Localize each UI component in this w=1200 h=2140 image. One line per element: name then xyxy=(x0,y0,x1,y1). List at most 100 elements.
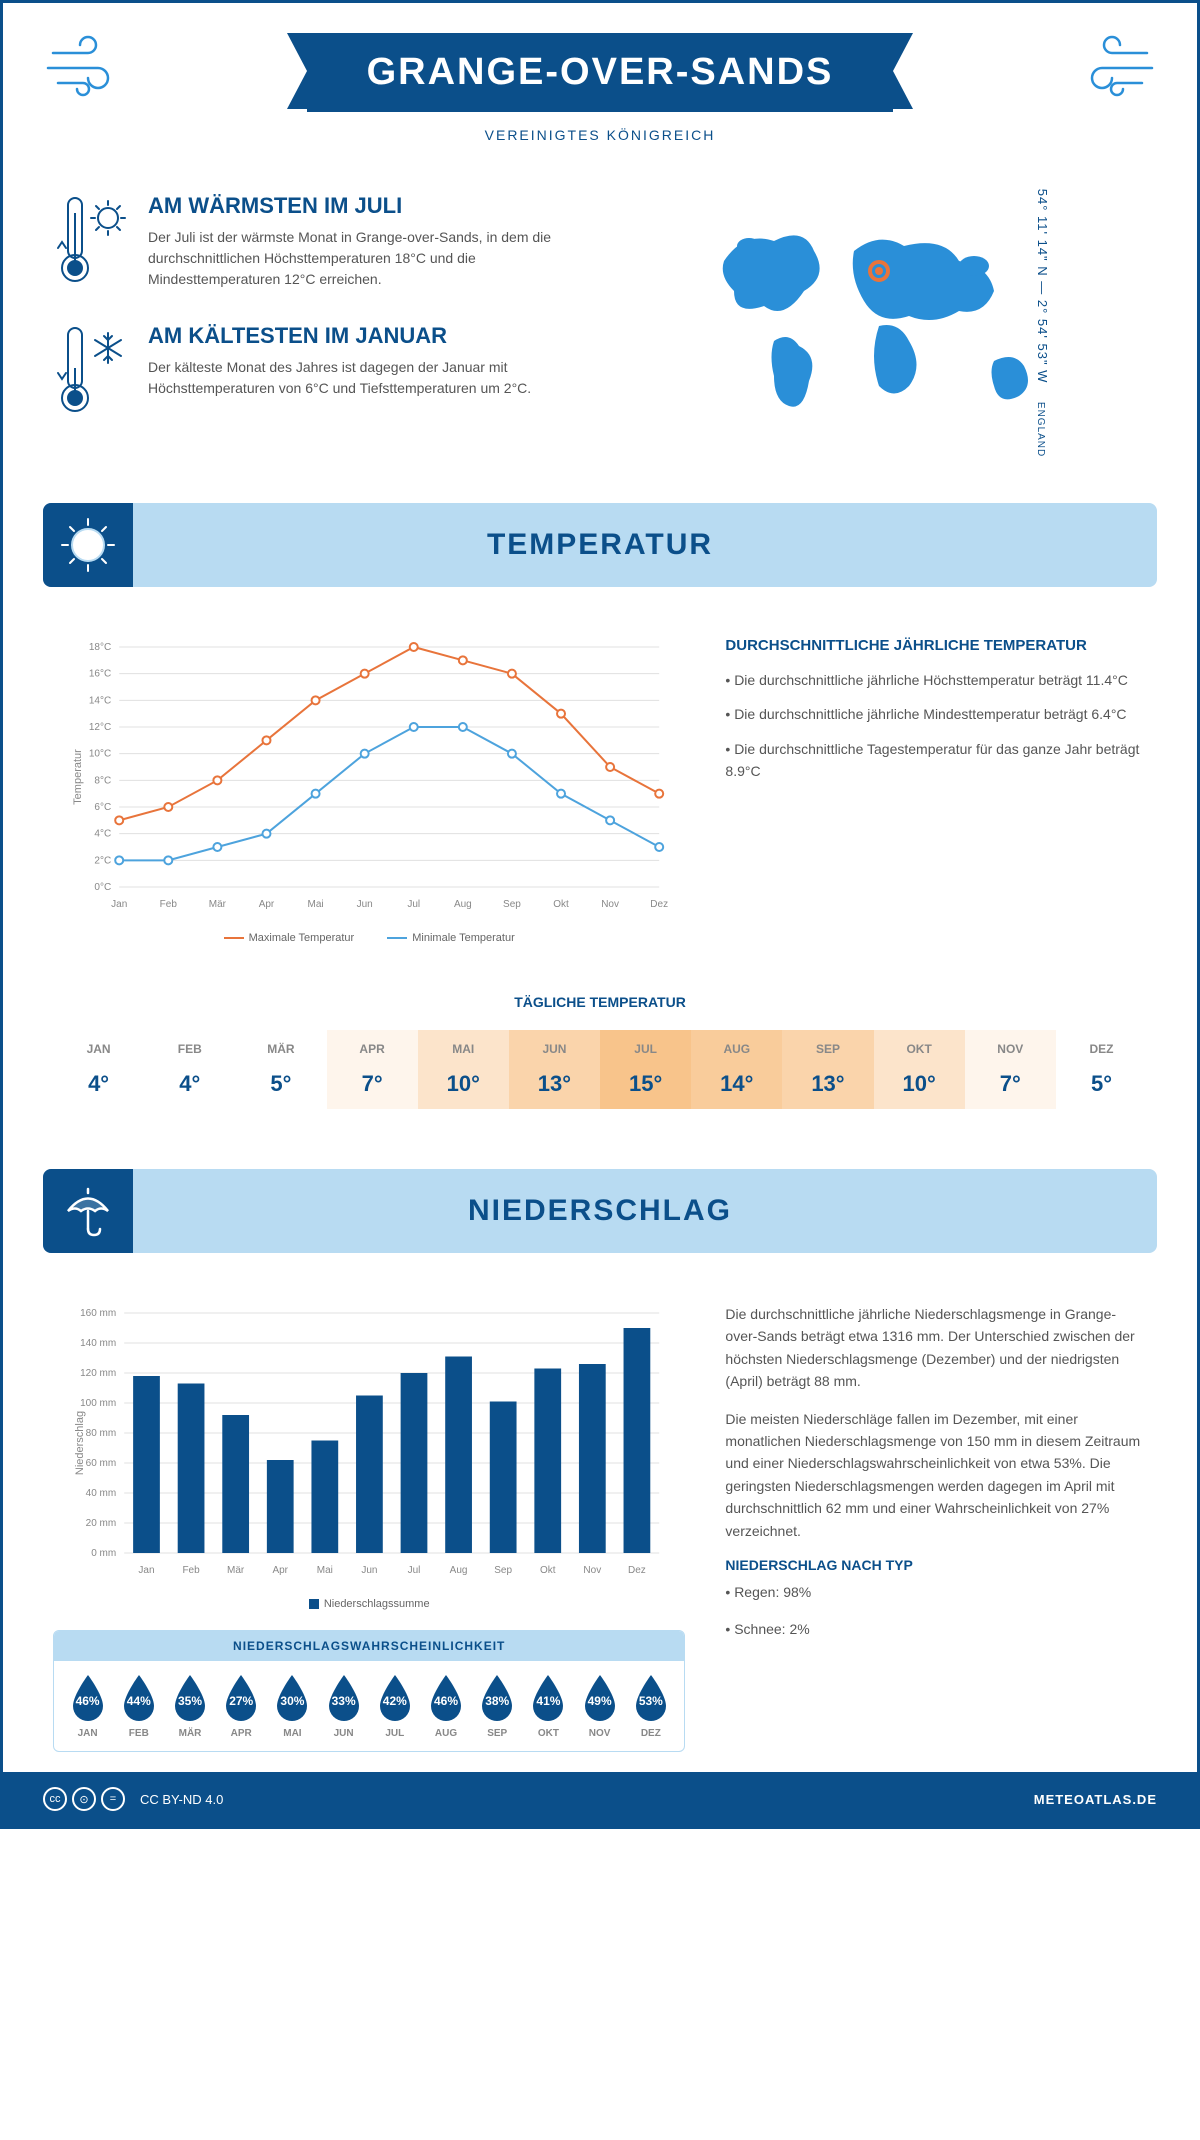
probability-month: JAN xyxy=(62,1728,113,1739)
temperature-banner: TEMPERATUR xyxy=(43,503,1157,587)
nd-icon: = xyxy=(101,1787,125,1811)
svg-text:Temperatur: Temperatur xyxy=(72,749,84,805)
probability-month: DEZ xyxy=(625,1728,676,1739)
sun-icon xyxy=(43,503,133,587)
raindrop-icon: 46% xyxy=(68,1673,108,1723)
probability-month: OKT xyxy=(523,1728,574,1739)
svg-text:14°C: 14°C xyxy=(89,695,111,706)
svg-text:Feb: Feb xyxy=(160,899,178,910)
svg-text:6°C: 6°C xyxy=(94,802,111,813)
footer-brand: METEOATLAS.DE xyxy=(1034,1792,1157,1807)
svg-text:Nov: Nov xyxy=(601,899,619,910)
probability-cell: 27%APR xyxy=(216,1673,267,1739)
intro-section: AM WÄRMSTEN IM JULI Der Juli ist der wär… xyxy=(3,163,1197,483)
coordinates: 54° 11' 14" N — 2° 54' 53" W ENGLAND xyxy=(1035,189,1050,458)
umbrella-icon xyxy=(43,1169,133,1253)
coldest-title: AM KÄLTESTEN IM JANUAR xyxy=(148,323,580,349)
raindrop-icon: 49% xyxy=(580,1673,620,1723)
raindrop-icon: 27% xyxy=(221,1673,261,1723)
probability-cell: 33%JUN xyxy=(318,1673,369,1739)
daily-temp-value: 10° xyxy=(874,1071,965,1097)
thermometer-sun-icon xyxy=(53,193,128,293)
svg-text:Niederschlag: Niederschlag xyxy=(74,1411,86,1475)
by-icon: ⊙ xyxy=(72,1787,96,1811)
svg-text:Jul: Jul xyxy=(408,1565,421,1576)
raindrop-icon: 42% xyxy=(375,1673,415,1723)
svg-text:18°C: 18°C xyxy=(89,642,111,653)
raindrop-icon: 44% xyxy=(119,1673,159,1723)
svg-text:Okt: Okt xyxy=(553,899,569,910)
coords-country: ENGLAND xyxy=(1035,402,1046,457)
daily-temp-cell: SEP13° xyxy=(782,1030,873,1109)
probability-month: JUL xyxy=(369,1728,420,1739)
daily-temp-month: FEB xyxy=(144,1042,235,1056)
daily-temp-value: 5° xyxy=(235,1071,326,1097)
temp-info-bullet: • Die durchschnittliche jährliche Mindes… xyxy=(725,703,1147,725)
svg-text:80 mm: 80 mm xyxy=(86,1428,117,1439)
daily-temp-title: TÄGLICHE TEMPERATUR xyxy=(53,994,1147,1010)
raindrop-icon: 35% xyxy=(170,1673,210,1723)
raindrop-icon: 41% xyxy=(528,1673,568,1723)
daily-temp-month: JAN xyxy=(53,1042,144,1056)
probability-cell: 49% NOV xyxy=(574,1673,625,1739)
precip-legend-label: Niederschlagssumme xyxy=(324,1598,430,1610)
raindrop-icon: 38% xyxy=(477,1673,517,1723)
svg-text:100 mm: 100 mm xyxy=(80,1398,116,1409)
svg-text:40 mm: 40 mm xyxy=(86,1488,117,1499)
daily-temp-cell: OKT 10° xyxy=(874,1030,965,1109)
svg-text:Sep: Sep xyxy=(494,1565,512,1576)
license-text: CC BY-ND 4.0 xyxy=(140,1792,223,1807)
thermometer-snow-icon xyxy=(53,323,128,423)
daily-temp-month: DEZ xyxy=(1056,1042,1147,1056)
daily-temp-cell: MAI10° xyxy=(418,1030,509,1109)
daily-temp-month: AUG xyxy=(691,1042,782,1056)
warmest-title: AM WÄRMSTEN IM JULI xyxy=(148,193,580,219)
daily-temp-value: 13° xyxy=(782,1071,873,1097)
temperature-line-chart: 0°C2°C4°C6°C8°C10°C12°C14°C16°C18°CJanFe… xyxy=(53,637,685,917)
coords-text: 54° 11' 14" N — 2° 54' 53" W xyxy=(1035,189,1050,384)
probability-month: NOV xyxy=(574,1728,625,1739)
daily-temp-value: 13° xyxy=(509,1071,600,1097)
svg-text:Apr: Apr xyxy=(259,899,275,910)
precipitation-banner: NIEDERSCHLAG xyxy=(43,1169,1157,1253)
precip-legend: Niederschlagssumme xyxy=(53,1598,685,1610)
precipitation-bar-chart: 0 mm20 mm40 mm60 mm80 mm100 mm120 mm140 … xyxy=(53,1303,685,1583)
daily-temp-value: 4° xyxy=(144,1071,235,1097)
temp-info-bullet: • Die durchschnittliche Tagestemperatur … xyxy=(725,738,1147,783)
raindrop-icon: 30% xyxy=(272,1673,312,1723)
precip-bytype-title: NIEDERSCHLAG NACH TYP xyxy=(725,1557,1147,1573)
svg-text:Jan: Jan xyxy=(111,899,127,910)
daily-temp-month: JUN xyxy=(509,1042,600,1056)
cc-icon: cc xyxy=(43,1787,67,1811)
raindrop-icon: 53% xyxy=(631,1673,671,1723)
daily-temp-cell: AUG14° xyxy=(691,1030,782,1109)
probability-cell: 53% DEZ xyxy=(625,1673,676,1739)
svg-text:2°C: 2°C xyxy=(94,855,111,866)
precip-bytype-item: • Schnee: 2% xyxy=(725,1618,1147,1640)
precip-bytype-item: • Regen: 98% xyxy=(725,1581,1147,1603)
svg-text:Okt: Okt xyxy=(540,1565,556,1576)
svg-text:12°C: 12°C xyxy=(89,722,111,733)
svg-text:Sep: Sep xyxy=(503,899,521,910)
daily-temp-cell: JUN 13° xyxy=(509,1030,600,1109)
footer: cc ⊙ = CC BY-ND 4.0 METEOATLAS.DE xyxy=(3,1772,1197,1826)
daily-temp-month: APR xyxy=(327,1042,418,1056)
svg-text:Mai: Mai xyxy=(308,899,324,910)
raindrop-icon: 46% xyxy=(426,1673,466,1723)
temp-info-title: DURCHSCHNITTLICHE JÄHRLICHE TEMPERATUR xyxy=(725,637,1147,654)
daily-temp-value: 5° xyxy=(1056,1071,1147,1097)
probability-month: SEP xyxy=(472,1728,523,1739)
svg-text:120 mm: 120 mm xyxy=(80,1368,116,1379)
probability-month: MÄR xyxy=(164,1728,215,1739)
svg-text:16°C: 16°C xyxy=(89,669,111,680)
daily-temp-month: OKT xyxy=(874,1042,965,1056)
temperature-title: TEMPERATUR xyxy=(83,528,1117,562)
svg-text:Mär: Mär xyxy=(209,899,227,910)
svg-text:8°C: 8°C xyxy=(94,775,111,786)
svg-text:60 mm: 60 mm xyxy=(86,1458,117,1469)
header: GRANGE-OVER-SANDS VEREINIGTES KÖNIGREICH xyxy=(3,3,1197,163)
probability-month: AUG xyxy=(420,1728,471,1739)
wind-icon xyxy=(1067,33,1157,108)
svg-text:Nov: Nov xyxy=(583,1565,601,1576)
page-title: GRANGE-OVER-SANDS xyxy=(307,33,894,112)
